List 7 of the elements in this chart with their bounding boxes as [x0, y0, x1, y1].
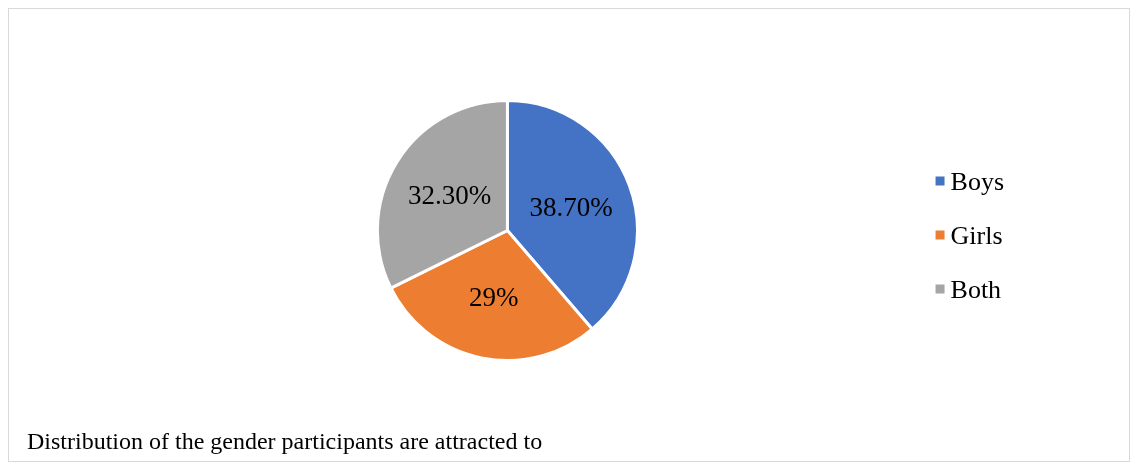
legend-label: Boys: [950, 166, 1005, 196]
legend-label: Both: [950, 274, 1002, 304]
legend-label: Girls: [950, 220, 1003, 250]
data-label: 29%: [469, 282, 519, 313]
data-label: 32.30%: [408, 179, 492, 210]
text: Distribution of the gender participants are attracted to: [27, 428, 543, 454]
data-label: 38.70%: [529, 191, 613, 222]
